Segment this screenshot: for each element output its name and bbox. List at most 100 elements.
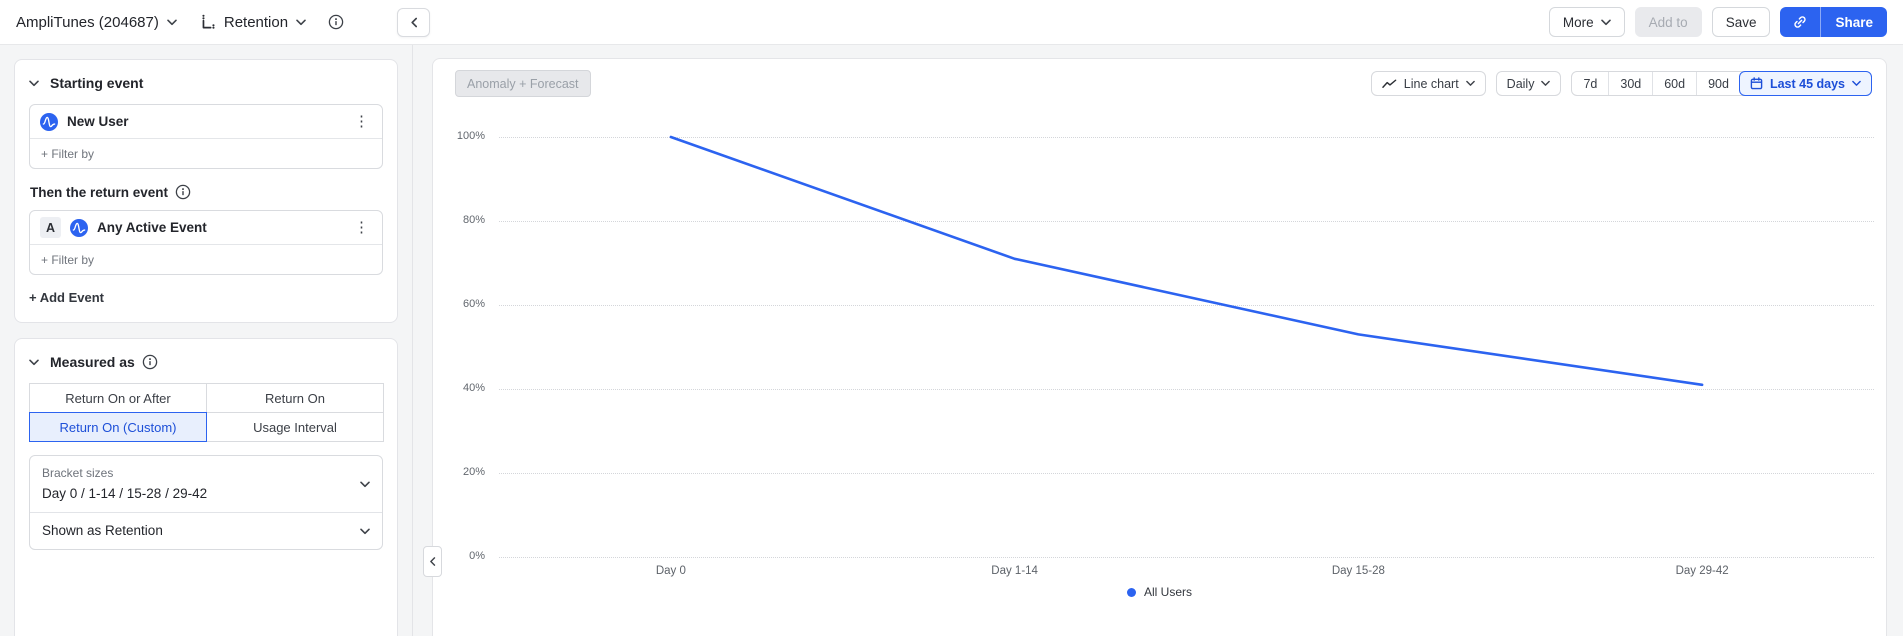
bracket-sizes-select[interactable]: Bracket sizes Day 0 / 1-14 / 15-28 / 29-… — [30, 456, 382, 512]
interval-selector[interactable]: Daily — [1495, 71, 1562, 96]
top-bar-left: AmpliTunes (204687) Retention — [16, 14, 344, 31]
query-sidebar: Starting event New User ⋮ + Filter by — [0, 45, 413, 636]
retention-chart-icon — [202, 14, 215, 29]
starting-event-header[interactable]: Starting event — [29, 75, 383, 91]
range-90d-button[interactable]: 90d — [1696, 72, 1740, 95]
chevron-down-icon — [1600, 19, 1611, 25]
chevron-down-icon — [1541, 80, 1551, 86]
info-icon[interactable] — [142, 354, 158, 370]
return-event-filter-by[interactable]: + Filter by — [30, 245, 382, 274]
chevron-left-icon — [430, 557, 436, 566]
collapse-sidebar-button[interactable] — [397, 8, 430, 37]
chevron-down-icon — [29, 80, 39, 86]
anomaly-forecast-button[interactable]: Anomaly + Forecast — [455, 70, 591, 97]
retention-line-svg — [499, 105, 1874, 565]
add-to-button[interactable]: Add to — [1634, 7, 1702, 37]
option-return-on-custom[interactable]: Return On (Custom) — [29, 412, 207, 442]
more-label: More — [1562, 14, 1594, 30]
option-return-on-or-after[interactable]: Return On or After — [29, 383, 207, 413]
more-button[interactable]: More — [1548, 7, 1625, 37]
top-bar: AmpliTunes (204687) Retention — [0, 0, 1903, 45]
range-7d-button[interactable]: 7d — [1572, 72, 1608, 95]
return-event-row[interactable]: A Any Active Event ⋮ — [30, 211, 382, 245]
measured-as-title-label: Measured as — [50, 354, 135, 370]
measured-as-title: Measured as — [50, 354, 158, 370]
return-event-title-label: Then the return event — [30, 184, 169, 200]
calendar-icon — [1750, 77, 1763, 90]
gridline — [499, 305, 1874, 306]
measured-as-header[interactable]: Measured as — [29, 354, 383, 370]
chevron-down-icon — [296, 19, 306, 25]
range-30d-button[interactable]: 30d — [1608, 72, 1652, 95]
bracket-sizes-value: Day 0 / 1-14 / 15-28 / 29-42 — [42, 486, 208, 501]
chevron-down-icon — [1852, 80, 1861, 86]
starting-event-row[interactable]: New User ⋮ — [30, 105, 382, 139]
starting-event-box: New User ⋮ + Filter by — [29, 104, 383, 169]
return-event-name: Any Active Event — [97, 220, 207, 235]
main-area: Anomaly + Forecast Line chart Daily 7 — [413, 45, 1903, 636]
gridline — [499, 221, 1874, 222]
share-button-group: Share — [1780, 7, 1887, 37]
interval-label: Daily — [1506, 76, 1535, 91]
event-options-kebab-icon[interactable]: ⋮ — [351, 112, 372, 131]
chevron-down-icon — [360, 528, 370, 535]
x-tick-label: Day 15-28 — [1331, 565, 1385, 577]
starting-event-name: New User — [67, 114, 129, 129]
shown-as-select[interactable]: Shown as Retention — [30, 512, 382, 549]
content: Starting event New User ⋮ + Filter by — [0, 45, 1903, 636]
collapse-chart-panel-button[interactable] — [423, 546, 442, 577]
save-button[interactable]: Save — [1711, 7, 1771, 37]
date-range-selector[interactable]: Last 45 days — [1738, 71, 1872, 96]
retention-plot: 100% 80% 60% 40% 20% 0% Day 0 Day 1-14 Day 15-2… — [433, 105, 1886, 581]
event-options-kebab-icon[interactable]: ⋮ — [351, 218, 372, 237]
amplitude-event-icon — [40, 112, 58, 131]
share-button[interactable]: Share — [1820, 7, 1887, 37]
events-card: Starting event New User ⋮ + Filter by — [14, 59, 398, 323]
series-line-all-users[interactable] — [671, 137, 1702, 385]
y-tick-label: 20% — [462, 466, 485, 478]
y-tick-label: 0% — [469, 550, 485, 562]
chart-toolbar-right: Line chart Daily 7d 30d 60d 90d — [1370, 71, 1872, 96]
measured-as-card: Measured as Return On or After Return On… — [14, 338, 398, 636]
starting-event-title: Starting event — [50, 75, 144, 91]
bracket-sizes-label: Bracket sizes — [42, 466, 114, 480]
gridline — [499, 473, 1874, 474]
y-tick-label: 100% — [456, 130, 485, 142]
chart-type-label: Retention — [223, 13, 289, 31]
add-event-button[interactable]: + Add Event — [29, 290, 105, 305]
y-tick-label: 60% — [462, 298, 485, 310]
shown-as-value: Shown as Retention — [42, 523, 163, 538]
chevron-down-icon — [1465, 80, 1475, 86]
date-range-label: Last 45 days — [1769, 76, 1845, 91]
chart-legend[interactable]: All Users — [433, 585, 1886, 599]
chart-style-selector[interactable]: Line chart — [1370, 71, 1486, 96]
info-icon[interactable] — [175, 184, 191, 200]
info-icon[interactable] — [328, 14, 344, 30]
chart-toolbar: Anomaly + Forecast Line chart Daily 7 — [433, 59, 1886, 97]
measured-as-options: Return On or After Return On Return On (… — [29, 383, 384, 442]
measured-as-settings: Bracket sizes Day 0 / 1-14 / 15-28 / 29-… — [29, 455, 383, 550]
share-label: Share — [1835, 14, 1873, 30]
gridline — [499, 137, 1874, 138]
option-usage-interval[interactable]: Usage Interval — [206, 412, 384, 442]
project-name: AmpliTunes (204687) — [16, 13, 159, 31]
y-tick-label: 40% — [462, 382, 485, 394]
chart-type-selector[interactable]: Retention — [199, 14, 306, 31]
option-return-on[interactable]: Return On — [206, 383, 384, 413]
save-label: Save — [1725, 14, 1757, 30]
chevron-down-icon — [167, 19, 177, 25]
copy-link-button[interactable] — [1780, 7, 1821, 37]
project-selector[interactable]: AmpliTunes (204687) — [16, 14, 177, 31]
plot-area[interactable]: Day 0 Day 1-14 Day 15-28 Day 29-42 — [499, 105, 1874, 581]
starting-event-filter-by[interactable]: + Filter by — [30, 139, 382, 168]
return-event-title: Then the return event — [30, 184, 383, 200]
y-axis: 100% 80% 60% 40% 20% 0% — [433, 105, 485, 581]
link-icon — [1794, 16, 1807, 28]
gridline — [499, 557, 1874, 558]
add-to-label: Add to — [1648, 14, 1688, 30]
legend-dot-icon — [1126, 587, 1136, 597]
range-60d-button[interactable]: 60d — [1652, 72, 1696, 95]
chart-card: Anomaly + Forecast Line chart Daily 7 — [423, 58, 1887, 636]
gridline — [499, 389, 1874, 390]
x-tick-label: Day 1-14 — [991, 565, 1038, 577]
